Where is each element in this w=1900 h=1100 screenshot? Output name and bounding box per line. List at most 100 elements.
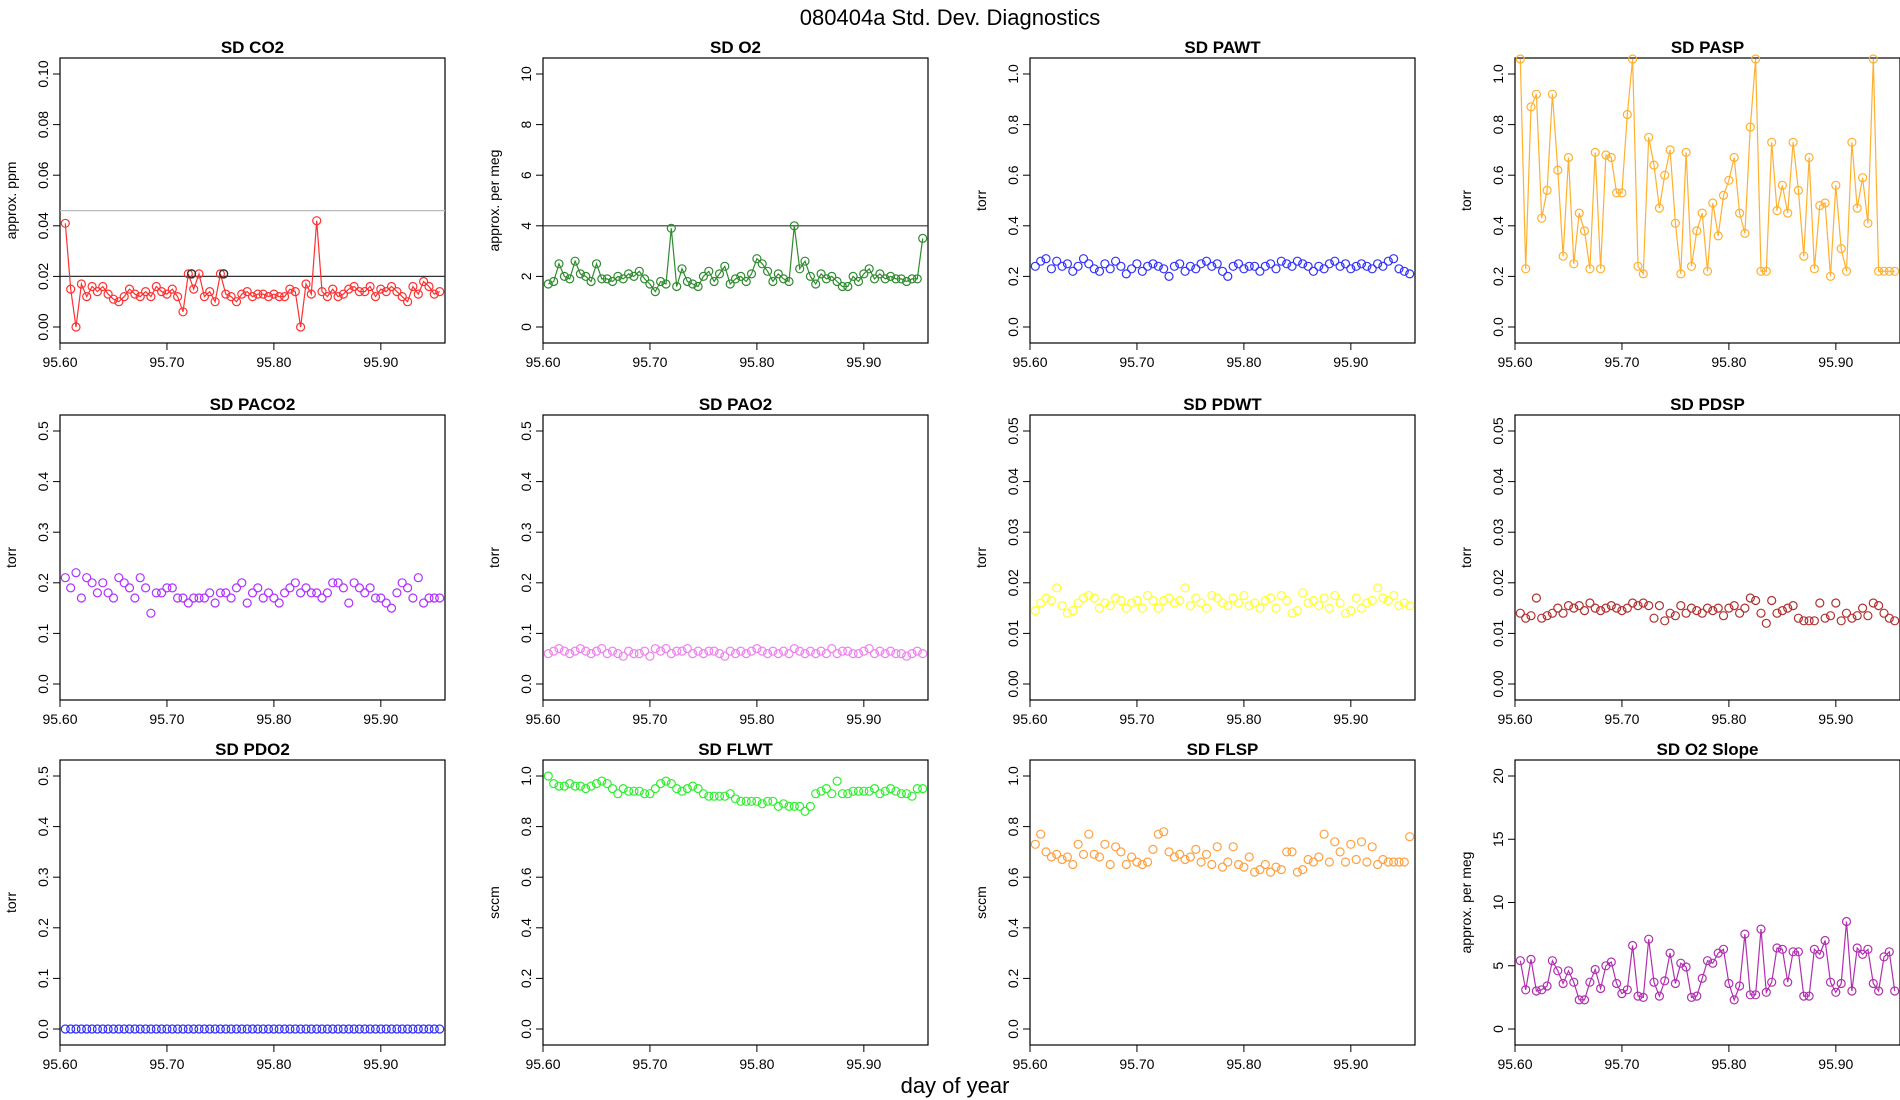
data-point [1579,995,1590,1005]
data-point [821,783,832,794]
panel-sd-pdsp: SD PDSP 0.00 0.01 0.02 0.03 0.04 0.05 torr 95.60… [1458,395,1900,727]
data-point [1346,264,1356,274]
data-point [1670,218,1681,228]
data-point [253,583,263,593]
data-point [338,583,348,593]
data-point [1676,269,1686,279]
data-point [800,256,810,266]
data-point [408,593,418,603]
data-point [1073,839,1083,849]
data-point [762,648,773,659]
panel-sd-pao2: SD PAO2 0.0 0.1 0.2 0.3 0.4 0.5 torr 95.60 95.70 9… [486,395,929,727]
data-point [103,588,113,598]
data-point [800,806,810,817]
data-point [1212,842,1222,852]
y-tick-label: 2 [518,272,534,280]
data-point [1718,190,1729,200]
y-tick-label: 0.01 [1490,620,1506,647]
data-point [103,289,113,299]
data-point [1595,264,1606,274]
data-point [1820,198,1830,208]
data-point [247,292,258,302]
data-point [1388,857,1399,867]
y-tick-label: 0.8 [1005,115,1021,135]
data-point [1372,259,1383,269]
y-tick-label: 0.5 [35,421,51,441]
data-point [784,648,794,659]
data-point [1388,254,1399,264]
data-point [1665,608,1675,618]
data-point [709,646,719,656]
data-point [1287,261,1297,271]
data-point [730,274,741,284]
data-point [1799,251,1809,261]
data-point [1660,170,1670,180]
data-point [875,646,885,656]
data-point [1367,264,1377,274]
data-point [618,783,628,794]
plot-frame [1029,759,1416,1046]
y-tick-label: 0.4 [35,817,51,837]
data-point [1057,600,1067,611]
data-point [146,1024,156,1034]
data-point [1142,261,1153,271]
data-point [623,786,634,796]
data-point [1078,254,1089,264]
data-point [1212,593,1222,603]
data-point [253,289,263,299]
data-point [1249,261,1260,271]
data-point [1260,595,1270,606]
data-point [1351,261,1361,271]
data-point [146,608,156,618]
x-tick-label: 95.70 [632,354,667,370]
data-point [60,573,70,583]
data-point [215,588,225,598]
data-point [693,281,703,292]
data-point [1169,852,1180,862]
data-point [1788,137,1798,147]
data-point [221,588,231,598]
data-point [1521,985,1531,995]
data-point [1750,595,1761,606]
data-point [784,801,794,812]
x-tick-label: 95.80 [1711,711,1746,727]
x-tick-label: 95.90 [1333,1056,1368,1072]
data-point [354,1024,364,1034]
data-point [178,593,188,603]
data-point [1036,829,1046,839]
data-point [1654,203,1665,213]
data-point [1052,849,1062,860]
data-point [896,648,906,659]
data-point [1526,611,1536,621]
data-point [843,281,853,292]
x-tick-label: 95.60 [1012,1056,1047,1072]
y-tick-label: 0.2 [1490,266,1506,286]
data-point [885,783,896,794]
data-point [1265,593,1276,603]
data-point [1852,611,1862,621]
data-point [344,1024,354,1034]
data-point [237,1024,247,1034]
data-point [1553,966,1563,976]
data-point [869,648,880,659]
data-point [746,796,757,806]
data-point [581,783,591,794]
data-point [338,1024,348,1034]
y-tick-label: 0.6 [1490,165,1506,185]
data-point [370,593,381,603]
data-point [1660,616,1670,626]
data-point [597,274,607,284]
figure-title: 080404a Std. Dev. Diagnostics [800,5,1100,30]
data-point [736,646,746,656]
data-point [1670,611,1681,621]
data-point [1191,844,1201,855]
data-point [1633,600,1643,611]
data-point [725,789,735,799]
data-point [392,1024,402,1034]
data-point [1884,266,1894,276]
data-point [1649,613,1659,623]
data-point [1255,603,1265,613]
data-point [730,648,741,659]
data-point [1793,947,1804,957]
data-point [543,648,553,659]
